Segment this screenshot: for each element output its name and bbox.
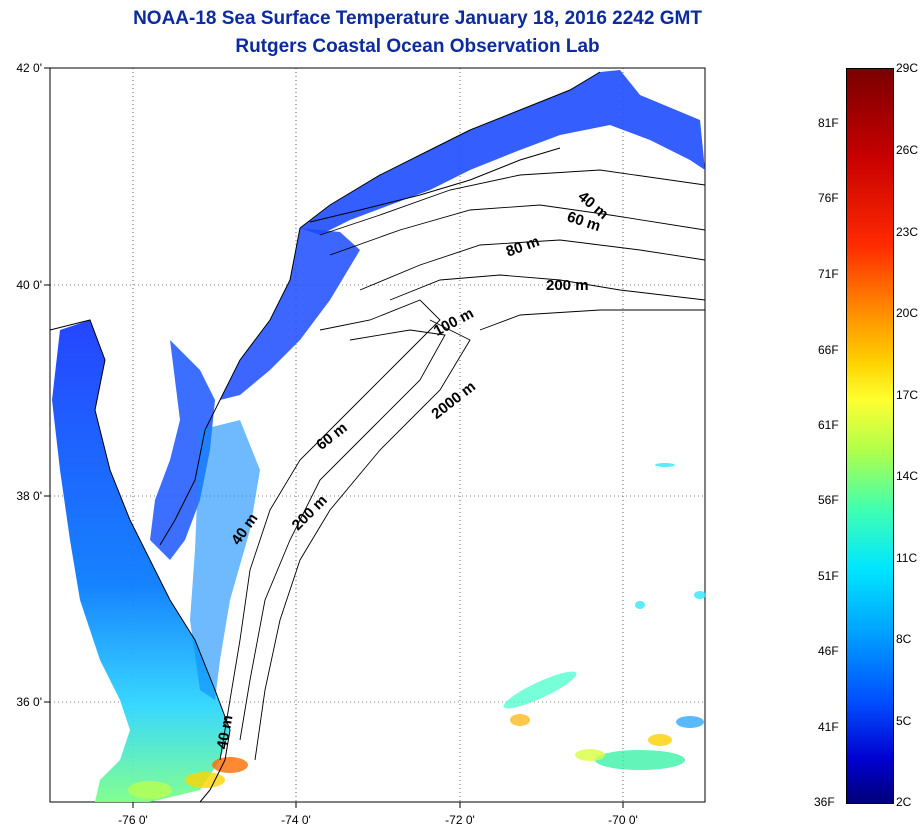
colorbar-fahrenheit-label: 41F xyxy=(818,720,839,734)
sst-map: 40 m 60 m 80 m 200 m 100 m 2000 m 60 m 2… xyxy=(16,61,706,827)
colorbar-fahrenheit-label: 66F xyxy=(818,343,839,357)
map-title: NOAA-18 Sea Surface Temperature January … xyxy=(133,8,702,29)
tick-marks xyxy=(44,67,624,808)
colorbar-celsius-label: 11C xyxy=(896,551,918,565)
lat-label: 38 0' xyxy=(16,489,42,503)
colorbar-fahrenheit-label: 51F xyxy=(818,569,839,583)
contour-label: 40 m xyxy=(214,714,237,751)
colorbar-celsius-label: 8C xyxy=(896,632,912,646)
colorbar-celsius-label: 5C xyxy=(896,714,912,728)
colorbar-fahrenheit-label: 71F xyxy=(818,267,839,281)
colorbar-celsius-label: 29C xyxy=(896,61,919,75)
colorbar-celsius-label: 14C xyxy=(896,469,919,483)
colorbar-fahrenheit-label: 36F xyxy=(814,795,835,809)
lon-label: -76 0' xyxy=(118,813,148,827)
colorbar-fahrenheit-label: 61F xyxy=(818,418,839,432)
bathymetry-contours xyxy=(219,169,706,761)
lat-label: 40 0' xyxy=(16,278,42,292)
lon-label: -70 0' xyxy=(608,813,638,827)
lon-label: -72 0' xyxy=(445,813,475,827)
colorbar-celsius-label: 17C xyxy=(896,388,919,402)
lat-label: 42 0' xyxy=(16,61,42,75)
colorbar-celsius-label: 2C xyxy=(896,795,912,809)
map-subtitle: Rutgers Coastal Ocean Observation Lab xyxy=(235,36,600,57)
colorbar-fahrenheit-label: 81F xyxy=(818,116,839,130)
colorbar-fahrenheit-label: 56F xyxy=(818,493,839,507)
colorbar-fahrenheit-label: 46F xyxy=(818,644,839,658)
temperature-colorbar xyxy=(846,68,894,804)
colorbar-celsius-label: 20C xyxy=(896,306,919,320)
colorbar-celsius-label: 26C xyxy=(896,143,919,157)
coastline xyxy=(49,71,601,803)
colorbar-celsius-label: 23C xyxy=(896,225,919,239)
contour-label: 200 m xyxy=(546,277,589,294)
lat-label: 36 0' xyxy=(16,695,42,709)
colorbar-fahrenheit-label: 76F xyxy=(818,191,839,205)
lon-label: -74 0' xyxy=(281,813,311,827)
sst-field xyxy=(52,70,706,802)
